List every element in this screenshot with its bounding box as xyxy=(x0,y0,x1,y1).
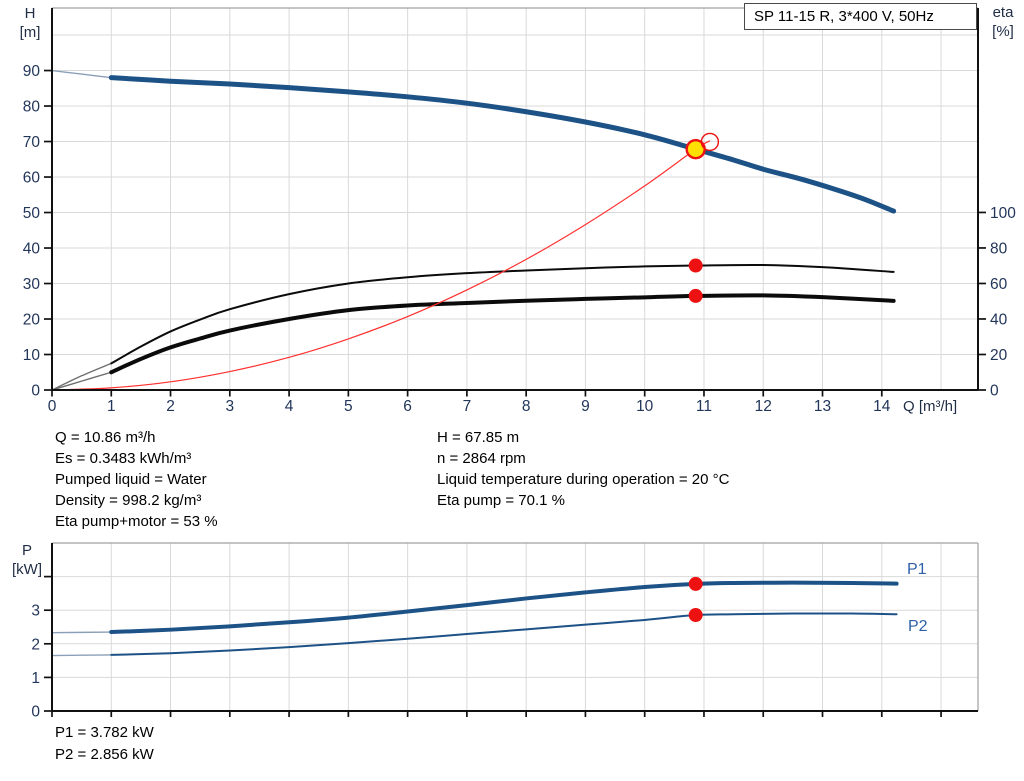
svg-text:30: 30 xyxy=(23,276,41,293)
svg-text:1: 1 xyxy=(31,670,40,687)
info-head: H = 67.85 m xyxy=(437,429,520,446)
svg-text:4: 4 xyxy=(285,398,294,415)
svg-text:2: 2 xyxy=(166,398,175,415)
svg-text:60: 60 xyxy=(23,170,41,187)
svg-text:0: 0 xyxy=(990,383,999,400)
left-axis-unit-line2: [m] xyxy=(19,24,41,41)
info-flow: Q = 10.86 m³/h xyxy=(55,429,156,446)
svg-text:70: 70 xyxy=(23,134,41,151)
svg-text:10: 10 xyxy=(636,398,654,415)
svg-text:20: 20 xyxy=(23,312,41,329)
svg-text:80: 80 xyxy=(990,240,1008,257)
svg-text:40: 40 xyxy=(23,241,41,258)
left-axis-unit-label: H [m] xyxy=(12,4,48,42)
svg-text:11: 11 xyxy=(696,398,712,415)
p2-curve-label: P2 xyxy=(908,618,928,635)
info-pumped-liquid: Pumped liquid = Water xyxy=(55,471,207,488)
power-axis-unit-label: P [kW] xyxy=(6,541,48,579)
svg-text:8: 8 xyxy=(522,398,531,415)
info-density: Density = 998.2 kg/m³ xyxy=(55,492,202,509)
svg-text:20: 20 xyxy=(990,347,1008,364)
pump-title-box: SP 11-15 R, 3*400 V, 50Hz xyxy=(744,3,977,30)
p1-curve-label: P1 xyxy=(907,561,927,578)
svg-text:0: 0 xyxy=(31,704,40,721)
info-speed: n = 2864 rpm xyxy=(437,450,526,467)
svg-text:40: 40 xyxy=(990,311,1008,328)
svg-text:90: 90 xyxy=(23,63,41,80)
svg-text:6: 6 xyxy=(403,398,412,415)
right-axis-unit-line1: eta xyxy=(992,4,1014,21)
info-eta-pump: Eta pump = 70.1 % xyxy=(437,492,565,509)
power-axis-unit-line2: [kW] xyxy=(12,561,42,578)
svg-text:10: 10 xyxy=(23,347,41,364)
svg-text:0: 0 xyxy=(48,398,57,415)
svg-text:80: 80 xyxy=(23,99,41,116)
svg-text:14: 14 xyxy=(873,398,891,415)
svg-text:0: 0 xyxy=(31,383,40,400)
svg-text:100: 100 xyxy=(990,205,1016,222)
svg-text:3: 3 xyxy=(31,603,40,620)
svg-text:13: 13 xyxy=(814,398,831,415)
svg-text:2: 2 xyxy=(31,636,40,653)
svg-text:9: 9 xyxy=(581,398,590,415)
svg-text:7: 7 xyxy=(463,398,472,415)
power-axis-unit-line1: P xyxy=(21,542,32,559)
x-axis-unit-label: Q [m³/h] xyxy=(903,398,958,415)
info-p2-power: P2 = 2.856 kW xyxy=(55,746,154,763)
info-liquid-temperature: Liquid temperature during operation = 20… xyxy=(437,471,730,488)
svg-text:60: 60 xyxy=(990,276,1008,293)
info-p1-power: P1 = 3.782 kW xyxy=(55,724,154,741)
svg-text:12: 12 xyxy=(755,398,772,415)
svg-text:50: 50 xyxy=(23,205,41,222)
info-eta-pump-motor: Eta pump+motor = 53 % xyxy=(55,513,218,530)
svg-text:1: 1 xyxy=(107,398,116,415)
svg-text:5: 5 xyxy=(344,398,353,415)
left-axis-unit-line1: H xyxy=(24,5,36,22)
right-axis-unit-label: eta [%] xyxy=(984,3,1022,41)
info-specific-energy: Es = 0.3483 kWh/m³ xyxy=(55,450,192,467)
right-axis-unit-line2: [%] xyxy=(992,23,1014,40)
svg-text:3: 3 xyxy=(225,398,234,415)
